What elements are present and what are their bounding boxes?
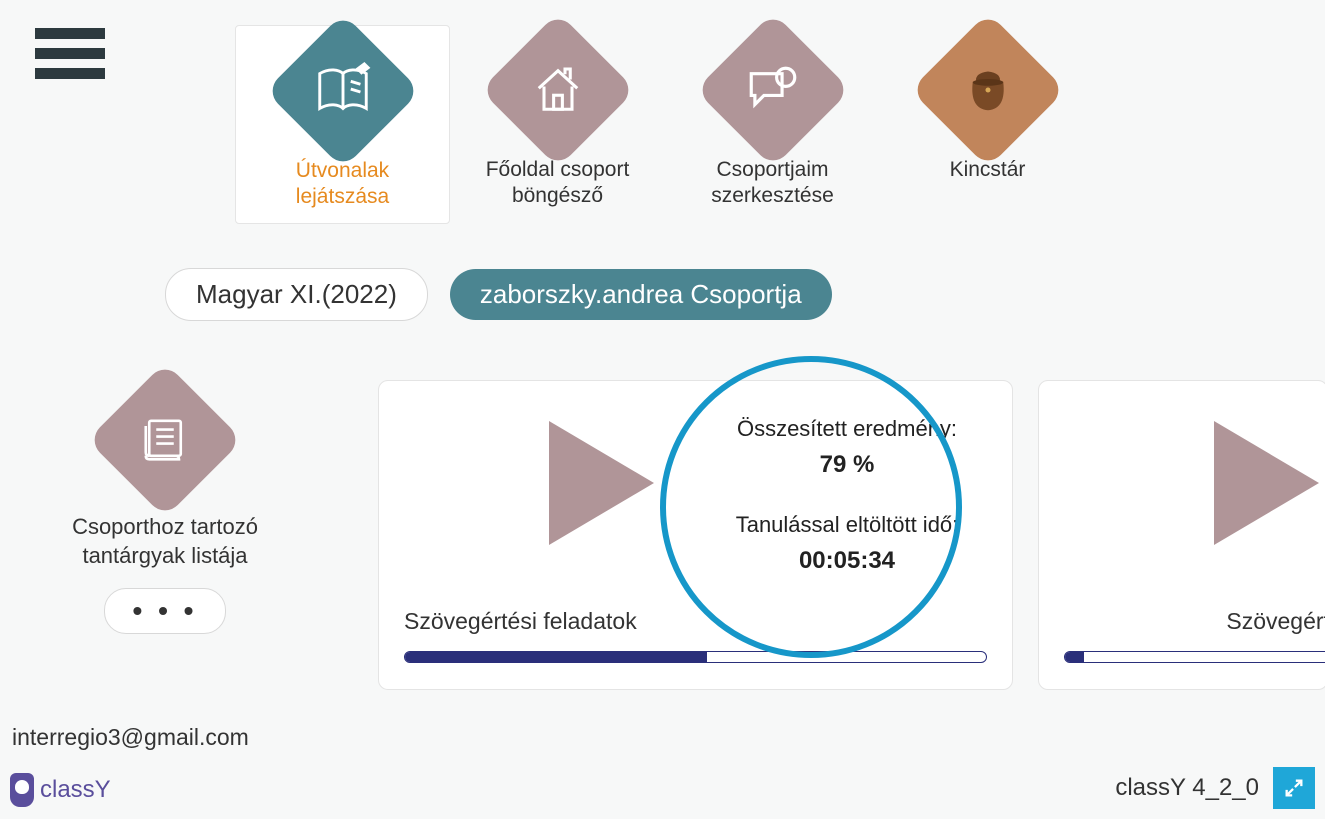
hamburger-menu[interactable] xyxy=(35,28,105,88)
owl-icon xyxy=(10,773,34,807)
lesson-title: Szövegértési feladatok xyxy=(404,608,637,635)
play-icon xyxy=(1214,421,1319,545)
time-value: 00:05:34 xyxy=(707,542,987,580)
breadcrumb-subject[interactable]: Magyar XI.(2022) xyxy=(165,268,428,321)
bag-icon xyxy=(953,55,1023,125)
result-value: 79 % xyxy=(707,446,987,484)
lesson-card-1[interactable]: Összesített eredmény: 79 % Tanulással el… xyxy=(378,380,1013,690)
footer-logo: classY xyxy=(10,773,111,807)
nav-label: Főoldal csoport böngésző xyxy=(450,157,665,210)
list-icon xyxy=(130,405,200,475)
lesson-progress xyxy=(1064,651,1325,663)
lesson-title: Szövegértés2 xyxy=(1226,608,1325,635)
footer-right: classY 4_2_0 xyxy=(1115,767,1315,809)
nav-routes-play[interactable]: Útvonalak lejátszása xyxy=(235,25,450,224)
top-nav: Útvonalak lejátszása Főoldal csoport bön… xyxy=(235,25,1095,224)
nav-treasury[interactable]: Kincstár xyxy=(880,25,1095,224)
sidebar-label: Csoporthoz tartozó tantárgyak listája xyxy=(45,513,285,570)
lesson-progress xyxy=(404,651,987,663)
sidebar-subjects: Csoporthoz tartozó tantárgyak listája • … xyxy=(45,385,285,634)
nav-group-browser[interactable]: Főoldal csoport böngésző xyxy=(450,25,665,224)
lesson-progress-fill xyxy=(1065,652,1084,662)
sidebar-more-button[interactable]: • • • xyxy=(104,588,227,634)
version-text: classY 4_2_0 xyxy=(1115,774,1259,802)
book-icon xyxy=(308,56,378,126)
result-label: Összesített eredmény: xyxy=(707,411,987,446)
fullscreen-button[interactable] xyxy=(1273,767,1315,809)
chat-icon xyxy=(738,55,808,125)
time-label: Tanulással eltöltött idő: xyxy=(707,507,987,542)
user-email: interregio3@gmail.com xyxy=(12,724,249,751)
nav-edit-groups[interactable]: Csoportjaim szerkesztése xyxy=(665,25,880,224)
breadcrumbs: Magyar XI.(2022) zaborszky.andrea Csopor… xyxy=(165,268,832,321)
cards-row: Összesített eredmény: 79 % Tanulással el… xyxy=(378,380,1325,690)
home-icon xyxy=(523,55,593,125)
nav-label: Csoportjaim szerkesztése xyxy=(665,157,880,210)
lesson-stats: Összesített eredmény: 79 % Tanulással el… xyxy=(707,411,987,580)
breadcrumb-group[interactable]: zaborszky.andrea Csoportja xyxy=(450,269,832,320)
brand-text: classY xyxy=(40,776,111,804)
nav-label: Útvonalak lejátszása xyxy=(236,158,449,211)
lesson-card-2[interactable]: Szövegértés2 xyxy=(1038,380,1325,690)
nav-label: Kincstár xyxy=(880,157,1095,183)
play-icon xyxy=(549,421,654,545)
lesson-progress-fill xyxy=(405,652,707,662)
expand-icon xyxy=(1283,777,1305,799)
